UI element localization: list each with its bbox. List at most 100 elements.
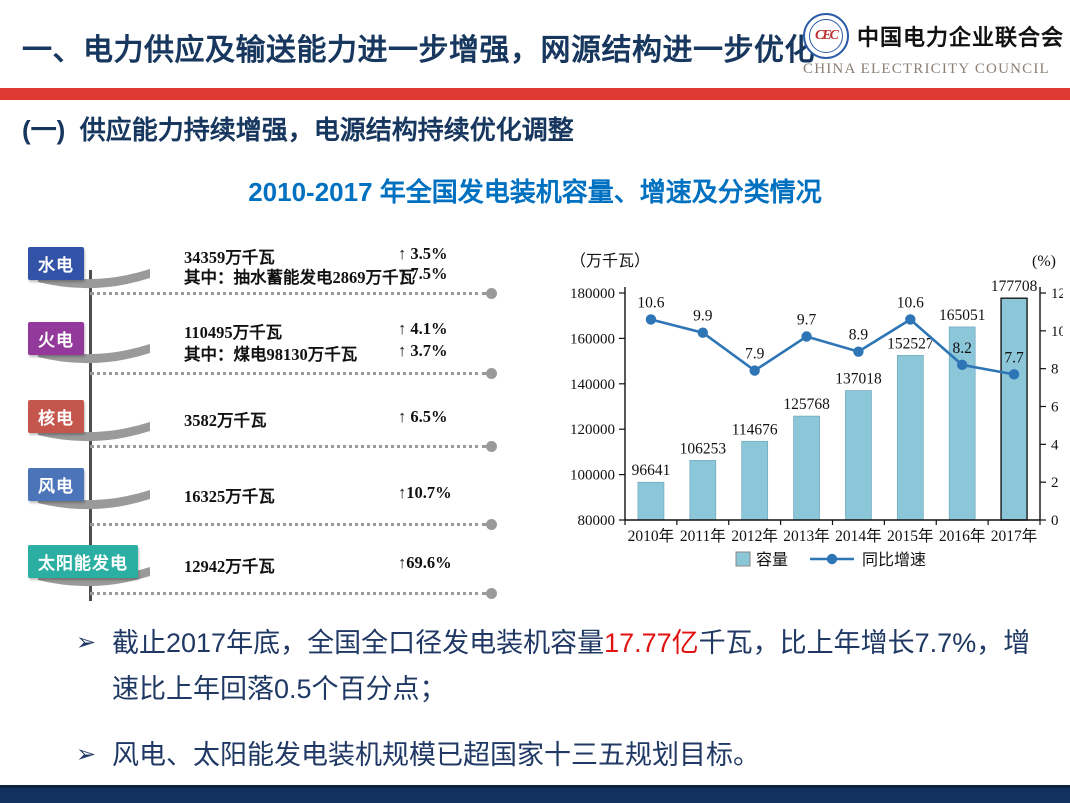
growth-point-label: 10.6 <box>637 294 664 311</box>
separator-end-dot <box>486 519 497 530</box>
right-axis-tick-label: 2 <box>1051 475 1059 491</box>
power-type-label: 核电 <box>28 400 84 433</box>
swoosh-path <box>38 344 150 364</box>
swoosh-ribbon-icon <box>38 567 150 587</box>
swoosh-ribbon-icon <box>38 422 150 442</box>
legend-line-label: 同比增速 <box>862 551 926 569</box>
growth-point-label: 8.9 <box>849 327 869 344</box>
right-axis-tick-label: 10 <box>1051 324 1063 340</box>
dotted-separator <box>90 372 486 375</box>
bullet-item: ➢ 截止2017年底，全国全口径发电装机容量17.77亿千瓦，比上年增长7.7%，… <box>76 620 1041 712</box>
legend-bar-label: 容量 <box>756 551 788 569</box>
right-axis-tick-label: 12 <box>1051 286 1063 302</box>
bar-value-label: 106253 <box>680 440 727 457</box>
year-label: 2011年 <box>680 527 726 545</box>
year-label: 2015年 <box>887 527 934 545</box>
bar-value-label: 96641 <box>632 462 671 479</box>
swoosh-path <box>38 422 150 442</box>
growth-point <box>645 314 657 325</box>
separator-end-dot <box>486 288 497 299</box>
bar-value-label: 165051 <box>939 307 986 324</box>
org-name-en: CHINA ELECTRICITY COUNCIL <box>802 61 1050 77</box>
left-axis-tick-label: 120000 <box>570 422 615 438</box>
bar-value-label: 125768 <box>783 396 830 413</box>
growth-percent: ↑ 3.5% <box>398 244 448 263</box>
legend-bar-swatch <box>735 551 751 567</box>
cec-logo: CEC 中国电力企业联合会 CHINA ELECTRICITY COUNCIL <box>802 13 1064 78</box>
swoosh-ribbon-icon <box>38 490 150 510</box>
left-axis-tick-label: 100000 <box>570 468 615 484</box>
cec-logo-row: CEC 中国电力企业联合会 <box>802 13 1064 59</box>
year-label: 2012年 <box>731 527 778 545</box>
capacity-value: 其中：煤电98130万千瓦 <box>184 345 358 364</box>
bullet-arrow-icon: ➢ <box>76 741 97 768</box>
bullet-list: ➢ 截止2017年底，全国全口径发电装机容量17.77亿千瓦，比上年增长7.7%，… <box>76 620 1041 798</box>
bar-2017年 <box>1000 297 1028 521</box>
legend-line-dot <box>826 553 838 565</box>
growth-percent: ↑ 6.5% <box>398 407 448 426</box>
year-label: 2010年 <box>628 527 675 545</box>
right-axis-tick-label: 6 <box>1051 400 1059 416</box>
bar-value-label: 114676 <box>732 421 778 438</box>
cec-emblem-icon: CEC <box>802 13 849 59</box>
growth-point <box>749 365 760 376</box>
growth-percent: ↑69.6% <box>398 553 452 572</box>
source-structure-panel: 水电 34359万千瓦 ↑ 3.5% 其中：抽水蓄能发电2869万千瓦 ↑ 7.5% 火电… <box>28 243 508 605</box>
bar-value-label: 177708 <box>991 278 1038 295</box>
power-type-label: 火电 <box>28 322 84 355</box>
bullet-arrow-icon: ➢ <box>76 629 97 656</box>
year-label: 2016年 <box>939 527 986 545</box>
power-type-label: 太阳能发电 <box>28 545 138 578</box>
growth-percent: ↑10.7% <box>398 483 452 502</box>
power-type-label: 风电 <box>28 468 84 501</box>
left-axis-unit-label: （万千瓦） <box>570 252 650 270</box>
bar-2010年 <box>637 481 665 521</box>
year-label: 2013年 <box>783 527 830 545</box>
capacity-value: 16325万千瓦 <box>184 487 275 506</box>
bar-2011年 <box>689 460 717 521</box>
growth-point <box>853 346 864 357</box>
growth-percent: ↑ 7.5% <box>398 264 448 283</box>
growth-point <box>905 314 916 325</box>
bar-value-label: 152527 <box>887 335 934 352</box>
capacity-value: 其中：抽水蓄能发电2869万千瓦 <box>184 268 415 287</box>
swoosh-path <box>38 490 150 510</box>
capacity-value: 110495万千瓦 <box>184 323 283 342</box>
capacity-value: 34359万千瓦 <box>184 248 275 267</box>
swoosh-ribbon-icon <box>38 269 150 289</box>
dotted-separator <box>90 592 486 595</box>
swoosh-ribbon-icon <box>38 344 150 364</box>
org-name-cn: 中国电力企业联合会 <box>856 25 1064 50</box>
page-title: 一、电力供应及输送能力进一步增强，网源结构进一步优化 <box>22 34 815 67</box>
bar-2014年 <box>845 390 872 521</box>
right-axis-tick-label: 0 <box>1051 513 1059 529</box>
dotted-separator <box>90 445 486 448</box>
bullet-item: ➢ 风电、太阳能发电装机规模已超国家十三五规划目标。 <box>76 732 1041 778</box>
growth-point-label: 10.6 <box>897 294 924 311</box>
bullet-text: 风电、太阳能发电装机规模已超国家十三五规划目标。 <box>112 740 760 770</box>
growth-percent: ↑ 3.7% <box>398 341 448 360</box>
power-type-label: 水电 <box>28 247 84 280</box>
left-axis-tick-label: 180000 <box>570 286 615 302</box>
growth-point <box>801 331 812 342</box>
dotted-separator <box>90 523 486 526</box>
year-label: 2017年 <box>991 527 1038 545</box>
growth-percent: ↑ 4.1% <box>398 319 448 338</box>
right-axis-tick-label: 8 <box>1051 362 1059 378</box>
emblem-ring-icon <box>808 19 843 53</box>
footer-bar <box>0 785 1070 803</box>
capacity-value: 12942万千瓦 <box>184 557 275 576</box>
capacity-value: 3582万千瓦 <box>184 411 267 430</box>
bar-2013年 <box>793 415 820 521</box>
bar-2015年 <box>896 355 924 521</box>
left-axis-tick-label: 160000 <box>570 331 615 347</box>
growth-point-label: 7.7 <box>1004 349 1024 366</box>
red-divider-stripe <box>0 88 1070 100</box>
section-heading: (一) 供应能力持续增强，电源结构持续优化调整 <box>22 115 574 145</box>
bar-2016年 <box>948 326 976 521</box>
bullet-highlight-text: 17.77亿 <box>604 628 699 658</box>
dotted-separator <box>90 292 486 295</box>
growth-point-label: 7.9 <box>745 346 765 363</box>
separator-end-dot <box>486 588 497 599</box>
